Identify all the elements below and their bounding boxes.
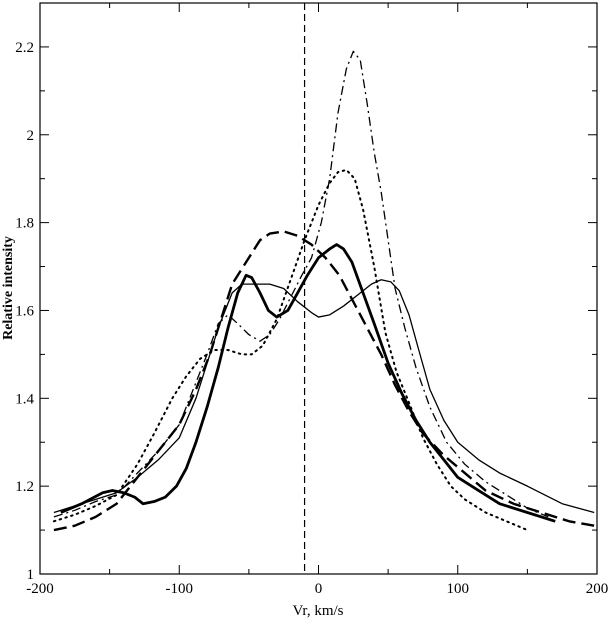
- x-tick-label: 100: [447, 581, 470, 597]
- axis-tick-labels: -200 -100 0 100 200 1 1.2 1.4 1.6 1.8 2 2.2: [15, 40, 608, 597]
- x-tick-label: 200: [586, 581, 609, 597]
- y-tick-label: 1: [27, 567, 35, 583]
- x-tick-label: 0: [315, 581, 323, 597]
- series-line-dotted: [52, 168, 529, 532]
- y-axis-title: Relative intensity: [1, 236, 16, 340]
- y-tick-label: 1.4: [15, 391, 34, 407]
- series-group: [52, 50, 595, 532]
- y-tick-label: 2: [27, 128, 35, 144]
- y-tick-label: 1.2: [15, 479, 34, 495]
- x-tick-label: -100: [166, 581, 194, 597]
- series-line-dashed: [53, 230, 595, 532]
- series-line-thin-solid: [53, 279, 595, 514]
- y-tick-label: 2.2: [15, 40, 34, 56]
- x-axis-title: Vr, km/s: [293, 603, 344, 619]
- series-line-thick-solid: [60, 243, 556, 523]
- axis-ticks: [39, 2, 598, 575]
- x-tick-label: -200: [26, 581, 54, 597]
- series-line-dash-dot: [53, 50, 549, 518]
- y-tick-label: 1.6: [15, 303, 34, 319]
- y-tick-label: 1.8: [15, 216, 34, 232]
